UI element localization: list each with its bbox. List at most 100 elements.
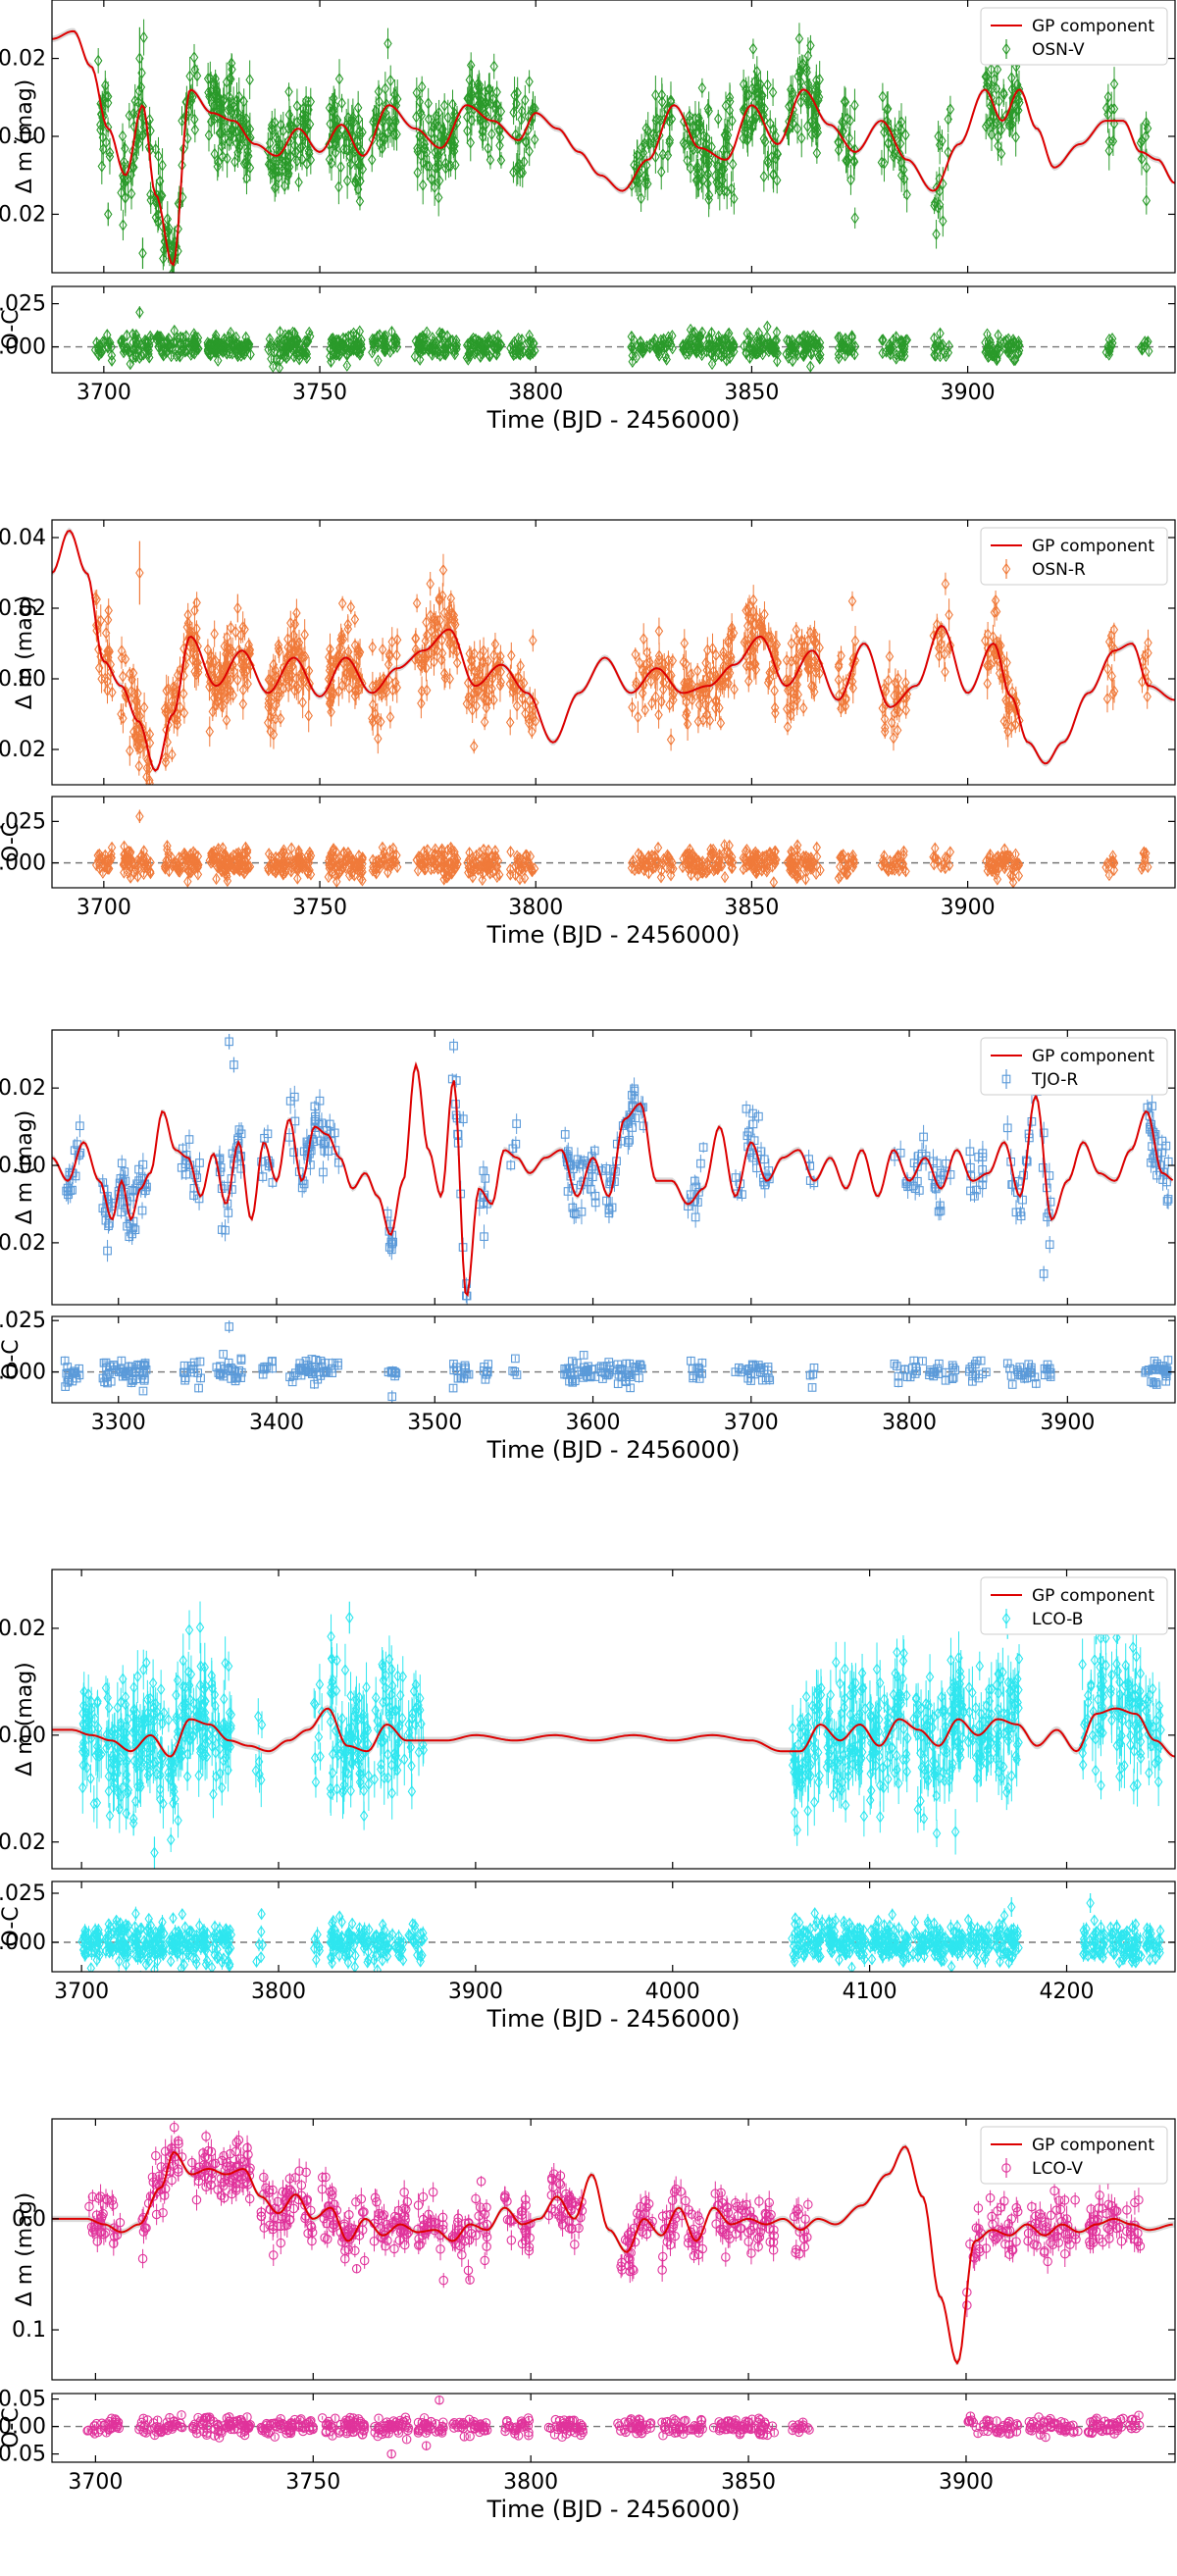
- data-point: [158, 220, 168, 233]
- data-point: [466, 136, 476, 149]
- residual-point: [375, 329, 384, 341]
- residual-point: [304, 326, 314, 339]
- data-point: [743, 132, 752, 145]
- data-point: [193, 640, 202, 653]
- residual-point: [632, 351, 641, 364]
- data-point: [496, 649, 505, 663]
- residual-point: [126, 357, 135, 371]
- data-point: [121, 685, 130, 697]
- data-point: [484, 142, 492, 155]
- data-point: [994, 130, 1002, 143]
- legend-data-swatch: [1001, 42, 1011, 56]
- data-point: [722, 149, 732, 162]
- residual-point: [707, 346, 716, 360]
- data-point: [358, 163, 368, 176]
- data-point: [168, 695, 177, 708]
- data-point: [173, 713, 181, 727]
- data-point: [930, 196, 940, 209]
- data-point: [1109, 77, 1119, 90]
- data-point: [445, 636, 455, 648]
- data-point: [721, 99, 731, 113]
- data-point: [344, 129, 353, 143]
- data-point: [895, 120, 904, 132]
- residual-point: [1137, 342, 1147, 356]
- data-point: [794, 32, 804, 45]
- data-point: [346, 600, 356, 614]
- data-point: [443, 111, 452, 125]
- data-point: [475, 78, 485, 91]
- data-point: [486, 153, 495, 167]
- data-point: [418, 179, 428, 191]
- residual-point: [665, 335, 675, 348]
- data-point: [215, 91, 224, 104]
- residual-point: [806, 346, 815, 360]
- x-tick-label: 3700: [77, 381, 131, 405]
- residual-point: [840, 342, 848, 355]
- data-point: [183, 616, 193, 630]
- data-point: [998, 86, 1008, 99]
- data-point: [850, 212, 859, 225]
- data-point: [121, 142, 129, 155]
- residual-point: [437, 336, 446, 350]
- data-point: [264, 693, 274, 705]
- data-point: [850, 143, 859, 156]
- data-point: [96, 124, 105, 136]
- data-point: [353, 101, 363, 115]
- data-point: [210, 77, 220, 90]
- data-point: [641, 173, 650, 185]
- residual-point: [788, 354, 797, 368]
- residual-point: [1145, 344, 1153, 358]
- data-point: [120, 178, 128, 190]
- data-point: [162, 684, 171, 697]
- data-point: [284, 85, 293, 98]
- data-point: [485, 82, 494, 96]
- residual-point: [272, 353, 281, 366]
- data-point: [332, 138, 340, 152]
- residual-point: [838, 336, 846, 349]
- data-point: [637, 141, 646, 154]
- data-point: [119, 219, 128, 232]
- oc-y-tick-label: 0.000: [0, 335, 46, 360]
- data-point: [811, 104, 821, 117]
- data-point: [223, 122, 231, 134]
- data-point: [846, 174, 855, 186]
- data-point: [121, 652, 130, 666]
- residual-point: [834, 351, 844, 365]
- residual-point: [486, 349, 494, 363]
- data-point: [101, 135, 111, 149]
- data-point: [264, 158, 274, 171]
- data-point: [939, 215, 947, 228]
- data-point: [343, 618, 352, 631]
- data-point: [205, 725, 215, 739]
- data-point: [298, 696, 307, 709]
- data-point: [665, 136, 674, 149]
- data-point: [324, 690, 333, 702]
- data-point: [222, 714, 231, 727]
- data-point: [186, 94, 196, 108]
- data-point: [712, 159, 722, 173]
- residual-point: [135, 351, 144, 364]
- data-point: [333, 650, 342, 663]
- data-point: [132, 695, 141, 707]
- data-point: [495, 139, 504, 152]
- residual-point: [118, 339, 128, 353]
- data-point: [222, 693, 231, 705]
- residual-point: [934, 335, 944, 349]
- data-point: [281, 165, 290, 179]
- data-point: [798, 58, 808, 71]
- data-point: [270, 116, 280, 129]
- data-point: [652, 113, 662, 126]
- residual-point: [428, 332, 437, 344]
- residual-point: [103, 329, 112, 341]
- data-point: [981, 70, 991, 83]
- data-point: [392, 648, 401, 662]
- legend-box: [980, 7, 1168, 66]
- data-point: [267, 676, 277, 689]
- data-point: [121, 191, 130, 204]
- data-point: [278, 155, 286, 168]
- residual-point: [344, 335, 353, 349]
- residual-point: [773, 355, 782, 368]
- data-point: [412, 110, 421, 124]
- data-point: [204, 86, 213, 99]
- data-point: [214, 156, 223, 169]
